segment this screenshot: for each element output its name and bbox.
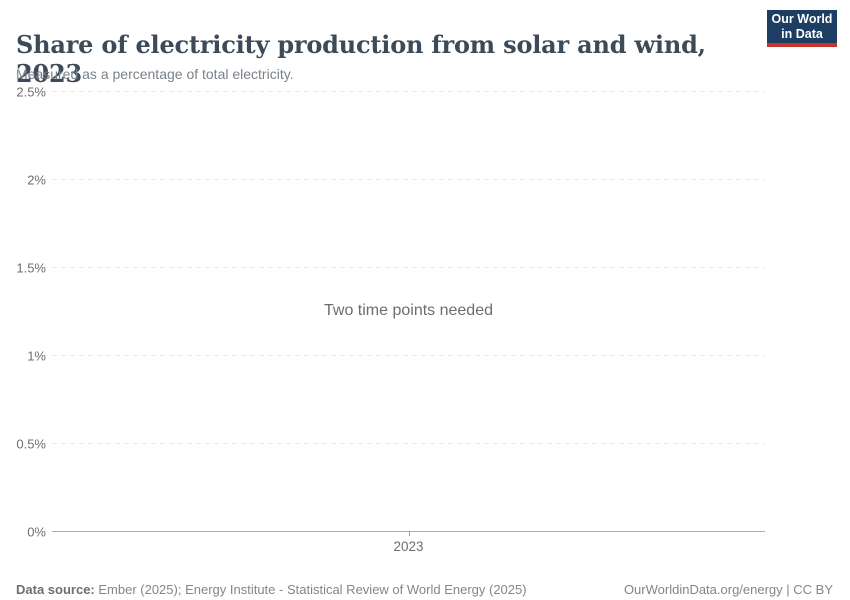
y-axis-tick-label: 2% [27,172,46,188]
data-source-text: Ember (2025); Energy Institute - Statist… [94,582,527,597]
page-subtitle: Measured as a percentage of total electr… [16,66,294,82]
owid-logo-line2: in Data [781,26,823,41]
y-gridline [52,443,765,444]
y-axis-tick-label: 0.5% [16,436,46,452]
y-gridline [52,355,765,356]
y-gridline [52,179,765,180]
attribution-text: OurWorldinData.org/energy | CC BY [623,582,833,597]
y-gridline [52,267,765,268]
data-source-label: Data source: [16,582,95,597]
page-title: Share of electricity production from sol… [16,30,706,89]
y-axis-tick-label: 0% [27,524,46,540]
owid-logo-line1: Our World [771,11,833,26]
y-axis-tick-label: 2.5% [16,84,46,100]
empty-state-message: Two time points needed [324,302,493,319]
owid-logo: Our World in Data [767,10,837,47]
y-gridline [52,91,765,92]
x-axis-tick-label: 2023 [393,539,424,554]
y-axis-tick-label: 1% [27,348,46,364]
x-axis-tick [408,531,410,536]
data-source-note: Data source: Ember (2025); Energy Instit… [16,582,527,597]
y-axis-tick-label: 1.5% [16,260,46,276]
